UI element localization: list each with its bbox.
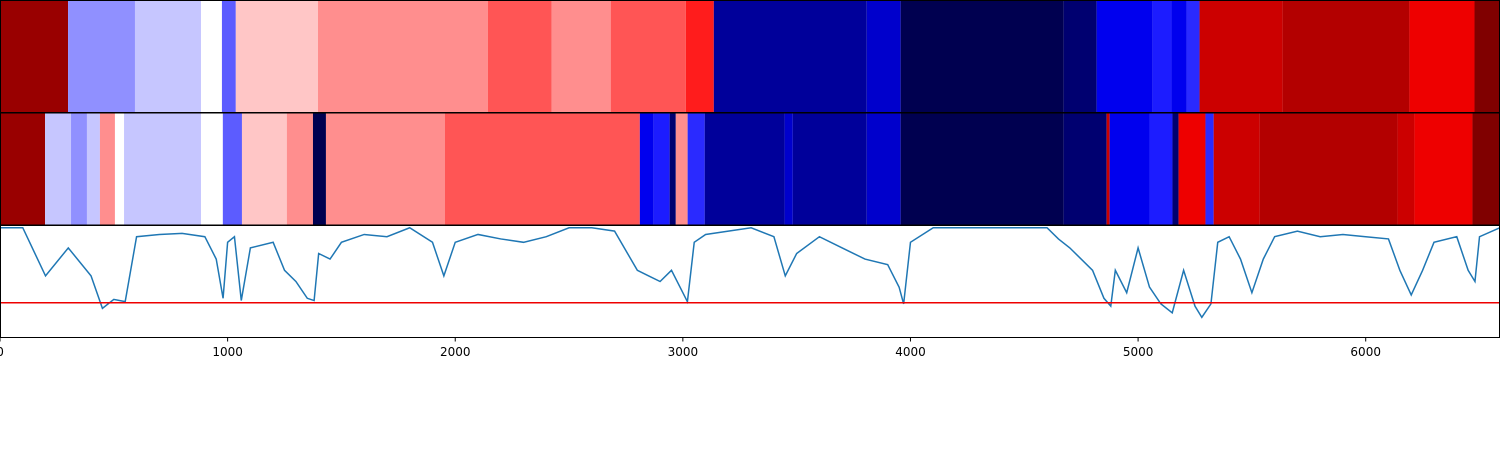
segment: [235, 0, 318, 113]
segment: [687, 113, 705, 225]
segment: [653, 113, 670, 225]
segment: [86, 113, 100, 225]
segment: [221, 0, 236, 113]
segment: [1172, 113, 1179, 225]
segment: [1171, 0, 1187, 113]
segment: [1109, 113, 1150, 225]
segment: [1259, 113, 1398, 225]
segment: [866, 113, 901, 225]
segment: [45, 113, 72, 225]
segment: [704, 113, 785, 225]
segment: [1282, 0, 1410, 113]
x-tick-label: 6000: [1350, 345, 1381, 359]
segment: [312, 113, 326, 225]
segment: [610, 0, 686, 113]
segment: [71, 113, 87, 225]
segment: [200, 113, 223, 225]
segment: [1063, 113, 1107, 225]
panel-frame: [0, 225, 1500, 338]
x-tick-label: 2000: [440, 345, 471, 359]
x-tick-label: 1000: [212, 345, 243, 359]
segment: [0, 0, 69, 113]
segment: [669, 113, 676, 225]
segment: [1152, 0, 1172, 113]
segment: [1397, 113, 1415, 225]
segment: [124, 113, 201, 225]
segment: [1149, 113, 1173, 225]
segment: [900, 0, 1064, 113]
segment: [1213, 113, 1260, 225]
segment: [68, 0, 135, 113]
segment: [1474, 0, 1500, 113]
segment: [1096, 0, 1153, 113]
segment: [0, 113, 46, 225]
segment: [1409, 0, 1475, 113]
segment: [114, 113, 125, 225]
segment: [1414, 113, 1473, 225]
segment: [200, 0, 222, 113]
segment: [317, 0, 488, 113]
segment: [675, 113, 688, 225]
segment: [1178, 113, 1206, 225]
x-tick-label: 3000: [668, 345, 699, 359]
segment: [241, 113, 287, 225]
line: [0, 226, 1500, 319]
segment: [685, 0, 714, 113]
segment: [286, 113, 313, 225]
segment: [1063, 0, 1097, 113]
segment: [792, 113, 867, 225]
segment: [1199, 0, 1283, 113]
segment: [639, 113, 654, 225]
segment: [487, 0, 552, 113]
segment: [1205, 113, 1214, 225]
segment: [134, 0, 201, 113]
segment: [1472, 113, 1500, 225]
segment: [1186, 0, 1200, 113]
segment: [222, 113, 242, 225]
segment: [1106, 113, 1110, 225]
segment: [551, 0, 611, 113]
segment: [444, 113, 640, 225]
segment: [866, 0, 901, 113]
segment: [900, 113, 1064, 225]
segment: [784, 113, 793, 225]
segment: [99, 113, 115, 225]
x-tick-label: 0: [0, 345, 4, 359]
x-tick-label: 4000: [895, 345, 926, 359]
segment: [713, 0, 867, 113]
segment: [325, 113, 445, 225]
x-tick-label: 5000: [1123, 345, 1154, 359]
